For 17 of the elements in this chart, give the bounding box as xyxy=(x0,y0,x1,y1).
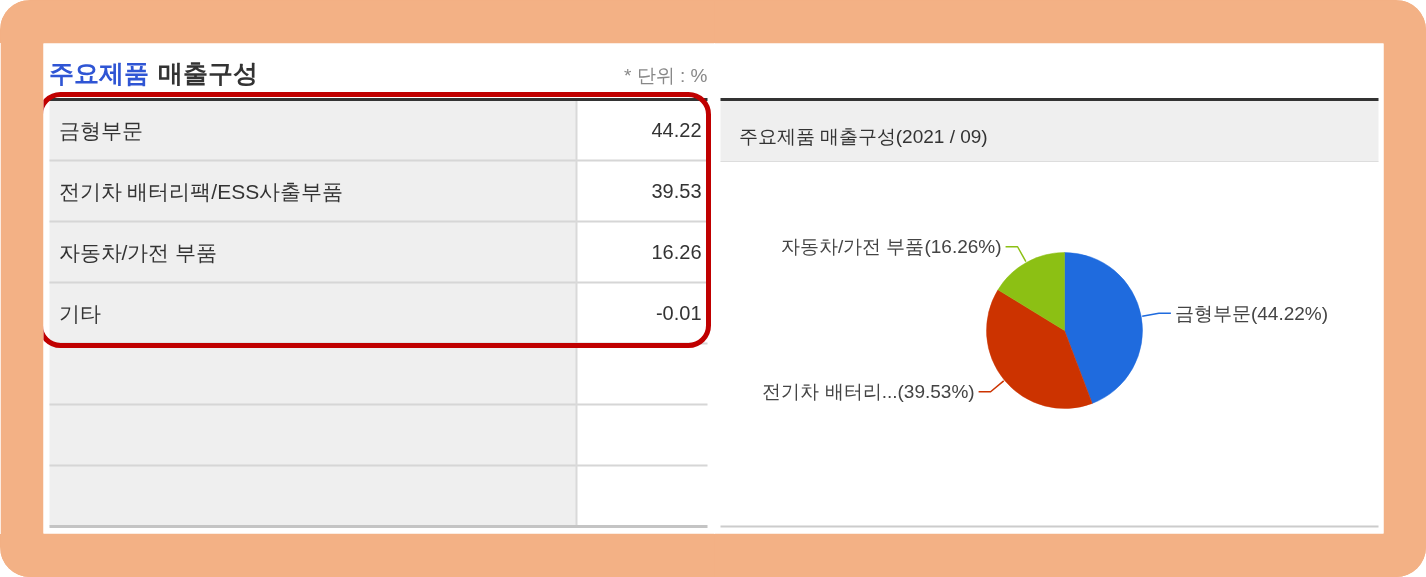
text: * 단위 : % xyxy=(624,65,708,86)
data-label: (44.22%) xyxy=(1250,302,1329,324)
data-label: (39.53%) xyxy=(897,381,975,403)
text: 주요제품 매출구성 xyxy=(48,58,258,87)
slice-label: 자동차/가전 부품 xyxy=(780,236,925,258)
data-label: 16.26 xyxy=(651,241,702,263)
data-label: 39.53 xyxy=(651,180,702,202)
slice-label: 금형부문 xyxy=(1174,302,1251,324)
category-label: 자동차/가전 부품 xyxy=(58,240,218,264)
category-label: 기타 xyxy=(58,301,101,325)
data-label: -0.01 xyxy=(655,302,702,324)
category-label: 금형부문 xyxy=(58,118,143,142)
slice-label: 전기차 배터리... xyxy=(762,381,898,403)
data-label: (16.26%) xyxy=(924,236,1002,258)
category-label: 전기차 배터리팩/ESS사출부품 xyxy=(58,179,344,203)
data-label: 44.22 xyxy=(651,119,702,141)
chart-title: 주요제품 매출구성(2021 / 09) xyxy=(738,126,988,147)
